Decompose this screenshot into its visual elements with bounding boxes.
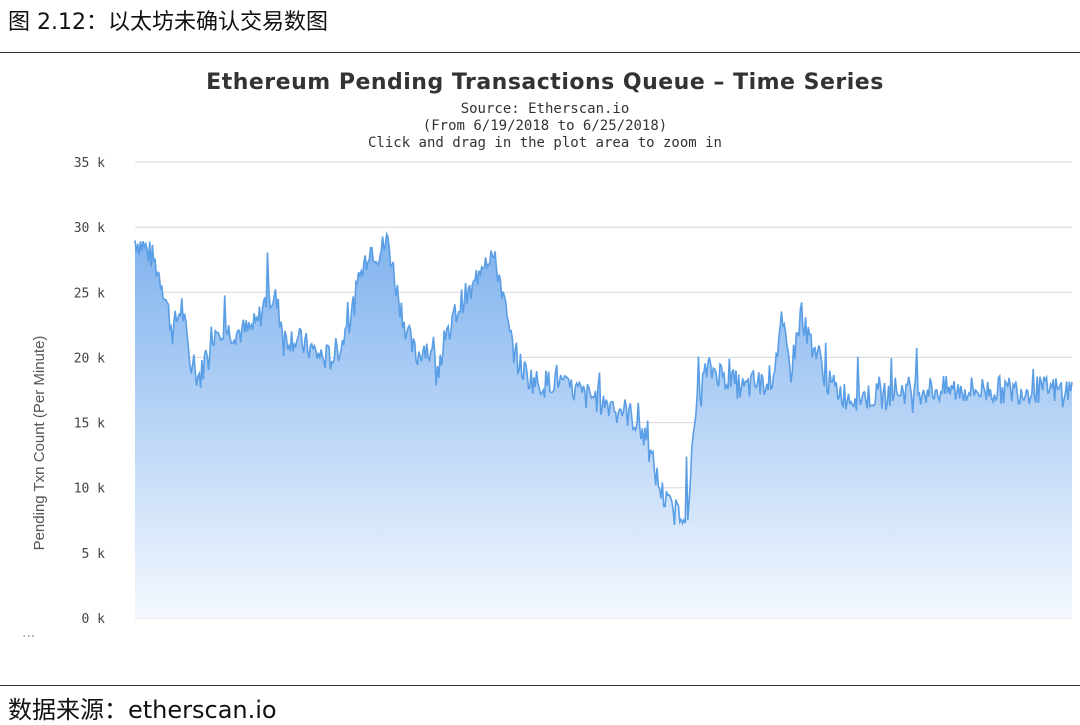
y-tick-label-0: 0 k [82, 612, 106, 627]
source-note: 数据来源：etherscan.io [8, 696, 277, 724]
ellipsis-marker: ... [22, 625, 36, 641]
series-area [135, 234, 1072, 618]
y-tick-label-7: 35 k [74, 156, 105, 171]
y-tick-label-6: 30 k [74, 221, 105, 236]
figure-caption: 图 2.12：以太坊未确认交易数图 [8, 10, 328, 35]
y-axis-title: Pending Txn Count (Per Minute) [31, 336, 48, 551]
chart-container[interactable]: Ethereum Pending Transactions Queue – Ti… [0, 53, 1080, 684]
chart-subtitle-range: (From 6/19/2018 to 6/25/2018) [423, 118, 667, 134]
chart-subtitle-source: Source: Etherscan.io [461, 101, 630, 117]
y-tick-labels: 0 k 5 k 10 k 15 k 20 k 25 k 30 k 35 k [74, 156, 105, 627]
series-line [134, 231, 1073, 526]
y-tick-label-2: 10 k [74, 482, 105, 497]
bottom-rule [0, 685, 1080, 686]
y-tick-label-1: 5 k [82, 547, 106, 562]
chart-title: Ethereum Pending Transactions Queue – Ti… [206, 70, 884, 95]
y-tick-label-5: 25 k [74, 286, 105, 301]
chart-subtitle-hint: Click and drag in the plot area to zoom … [368, 135, 722, 151]
pending-transactions-chart[interactable]: Ethereum Pending Transactions Queue – Ti… [0, 53, 1080, 684]
y-tick-label-3: 15 k [74, 417, 105, 432]
top-rule [0, 52, 1080, 53]
y-tick-label-4: 20 k [74, 351, 105, 366]
